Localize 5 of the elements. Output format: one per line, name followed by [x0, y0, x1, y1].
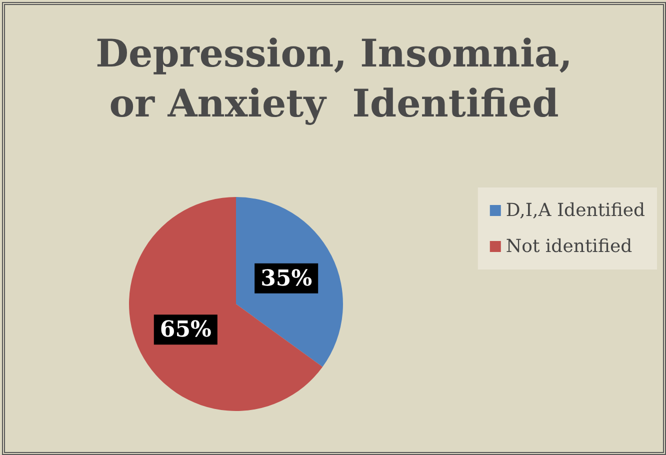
chart-title: Depression, Insomnia, or Anxiety Identified: [96, 30, 572, 126]
legend-label: D,I,A Identified: [506, 200, 646, 221]
data-label: 35%: [260, 265, 312, 292]
data-label: 65%: [160, 316, 212, 343]
legend-label: Not identified: [506, 236, 632, 257]
